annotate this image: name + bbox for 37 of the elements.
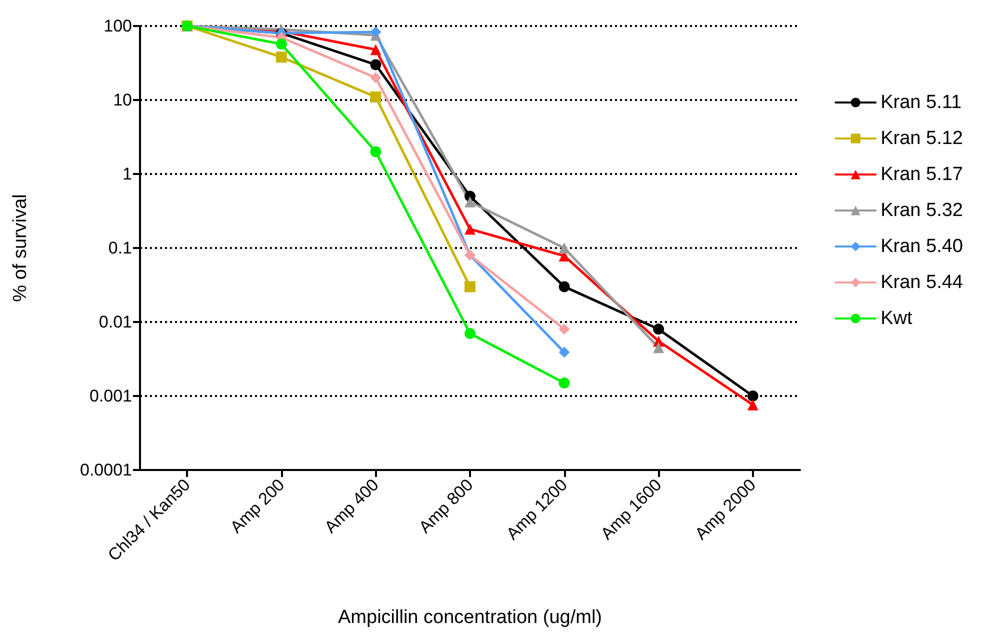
legend-label: Kran 5.12 bbox=[880, 128, 964, 149]
y-axis-title: % of survival bbox=[10, 194, 31, 302]
point bbox=[464, 224, 476, 235]
point bbox=[276, 38, 287, 50]
point bbox=[747, 399, 758, 410]
point bbox=[558, 242, 570, 254]
point bbox=[653, 324, 664, 335]
y-tick-label: 100 bbox=[104, 16, 132, 36]
y-tick-label: 10 bbox=[113, 90, 132, 110]
y-tick-label: 0.1 bbox=[108, 238, 132, 258]
point bbox=[653, 342, 664, 354]
point bbox=[558, 324, 570, 335]
point bbox=[370, 59, 382, 70]
legend-label: Kran 5.17 bbox=[880, 164, 964, 185]
point bbox=[464, 328, 476, 339]
point bbox=[747, 390, 758, 402]
y-tick-label: 0.01 bbox=[98, 312, 132, 332]
legend-label: Kran 5.44 bbox=[880, 272, 964, 293]
legend-label: Kran 5.11 bbox=[880, 92, 962, 113]
point bbox=[370, 26, 382, 38]
point bbox=[558, 281, 570, 292]
point bbox=[370, 72, 382, 84]
point bbox=[276, 52, 287, 63]
point bbox=[370, 44, 382, 56]
point bbox=[558, 346, 570, 358]
x-axis-title: Ampicillin concentration (ug/ml) bbox=[338, 607, 602, 628]
point bbox=[558, 377, 570, 388]
point bbox=[370, 146, 382, 158]
y-tick-label: 1 bbox=[122, 164, 132, 184]
legend-label: Kran 5.40 bbox=[880, 236, 964, 257]
point bbox=[370, 91, 382, 102]
point bbox=[464, 196, 476, 208]
legend-label: Kwt bbox=[880, 308, 913, 329]
point bbox=[464, 281, 476, 292]
legend-label: Kran 5.32 bbox=[880, 200, 964, 221]
y-tick-label: 0.0001 bbox=[80, 460, 132, 480]
y-tick-label: 0.001 bbox=[89, 386, 132, 406]
